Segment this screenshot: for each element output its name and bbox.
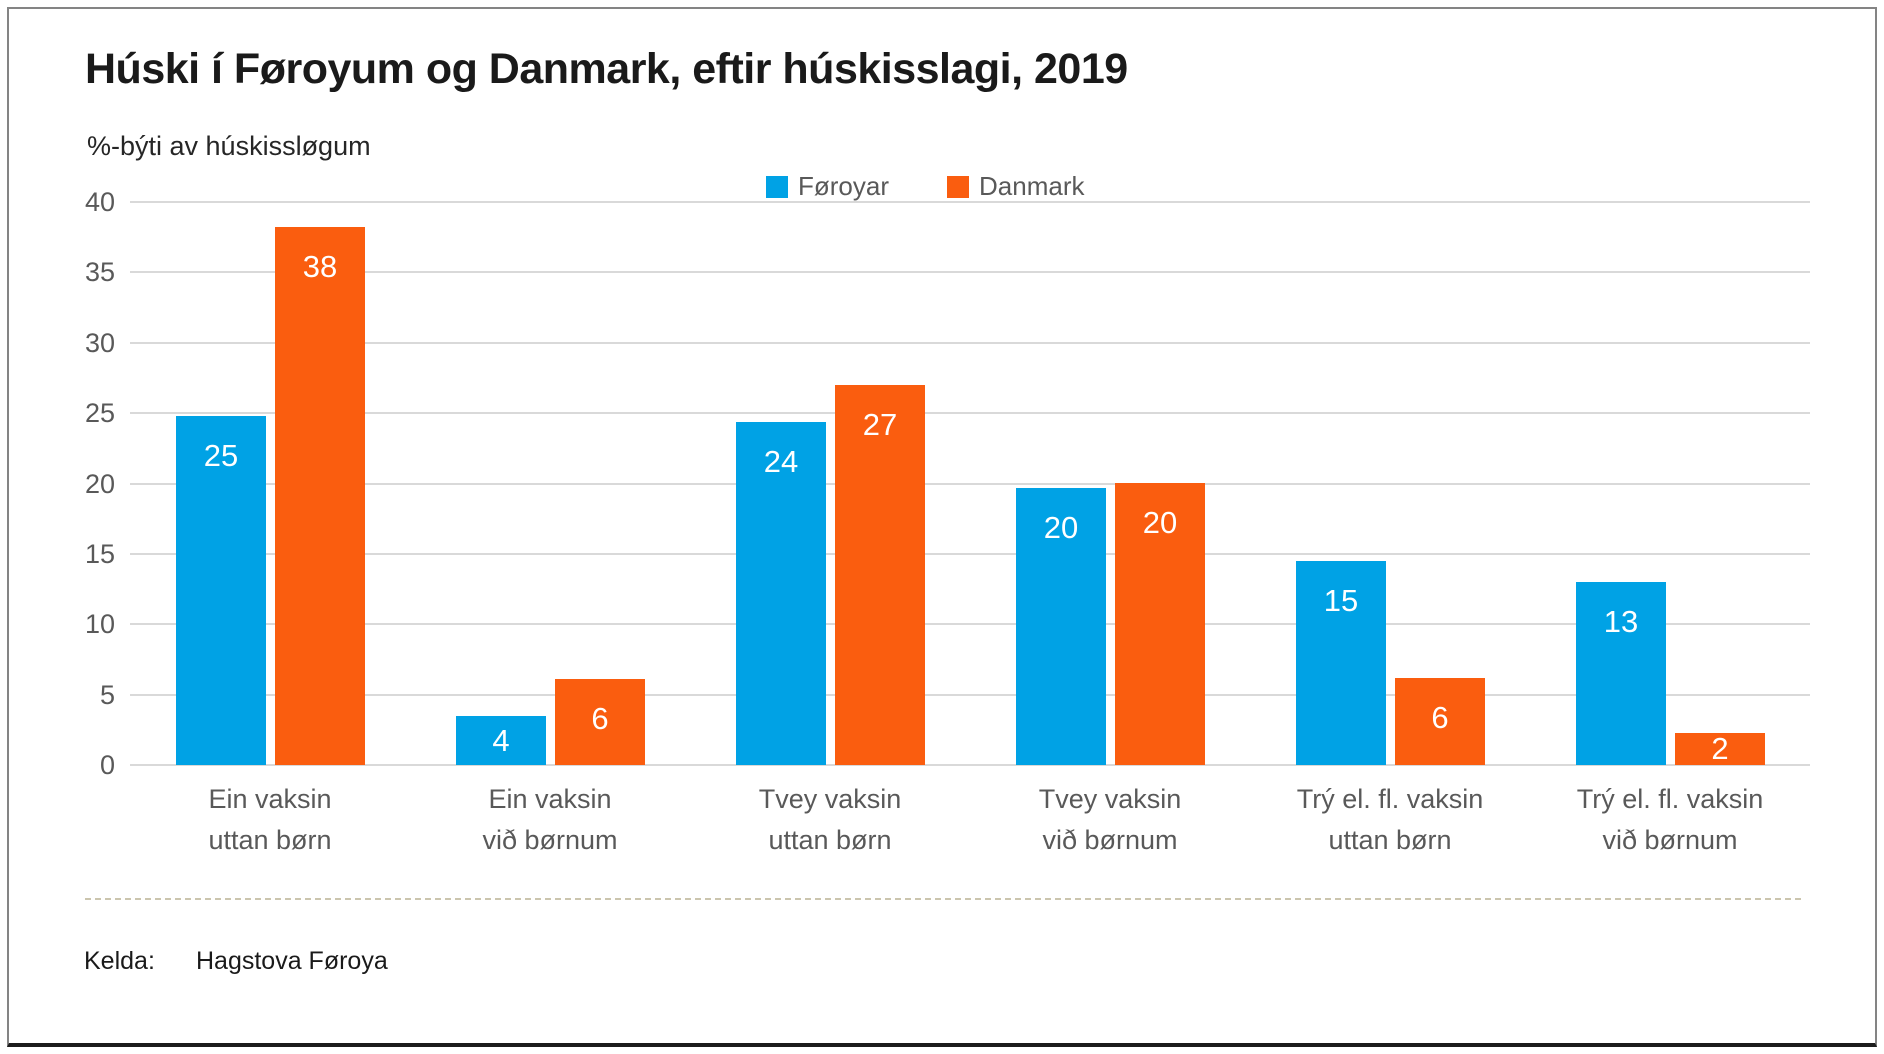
bar-value-label: 20	[1142, 505, 1178, 540]
bar-danmark-3: 27	[835, 385, 925, 765]
y-axis-label: 30	[84, 327, 115, 358]
bar-value-label: 6	[591, 701, 609, 736]
x-axis-label-line: Ein vaksin	[488, 784, 612, 814]
x-axis-label-line: Tvey vaksin	[758, 784, 902, 814]
bar-value-label: 13	[1603, 604, 1639, 639]
x-axis-label: Tvey vaksin við børnum	[960, 779, 1260, 860]
bar-value-label: 15	[1323, 583, 1359, 618]
x-axis-label-line: Ein vaksin	[208, 784, 332, 814]
gridline	[130, 341, 1810, 344]
chart-frame: Húski í Føroyum og Danmark, eftir húskis…	[7, 7, 1877, 1047]
bar-føroyar-5: 15	[1296, 561, 1386, 765]
x-axis-label-line: uttan børn	[768, 824, 892, 855]
gridline	[130, 412, 1810, 415]
bar-danmark-5: 6	[1395, 678, 1485, 765]
x-axis-label-line: Trý el. fl. vaksin	[1296, 784, 1484, 814]
bar-føroyar-2: 4	[456, 716, 546, 765]
y-axis-label: 20	[84, 468, 115, 499]
bar-value-label: 24	[763, 444, 799, 479]
gridline	[130, 623, 1810, 626]
legend-swatch-icon	[947, 175, 969, 198]
gridline	[130, 271, 1810, 274]
plot-area: 25 38 Ein vaksin uttan børn 4 6 Ein vaksin við …	[130, 201, 1810, 855]
bar-danmark-1: 38	[275, 227, 365, 765]
bar-danmark-2: 6	[555, 679, 645, 765]
x-axis-label: Trý el. fl. vaksin uttan børn	[1240, 779, 1540, 860]
x-axis-label: Ein vaksin uttan børn	[120, 779, 420, 860]
legend-item-danmark: Danmark	[947, 171, 1084, 202]
bar-føroyar-3: 24	[736, 422, 826, 765]
x-axis-label-line: við børnum	[482, 824, 618, 855]
bar-value-label: 6	[1431, 700, 1449, 735]
legend: Føroyar Danmark	[766, 171, 1084, 202]
bar-føroyar-1: 25	[176, 416, 266, 765]
bar-value-label: 20	[1043, 510, 1079, 545]
y-axis-label: 5	[99, 679, 115, 710]
legend-label: Danmark	[979, 171, 1085, 201]
x-axis-label: Tvey vaksin uttan børn	[680, 779, 980, 860]
bar-danmark-6: 2	[1675, 733, 1765, 765]
gridline	[130, 693, 1810, 696]
bar-value-label: 38	[302, 249, 338, 284]
y-axis-label: 25	[84, 398, 115, 429]
source-value: Hagstova Føroya	[196, 947, 388, 975]
x-axis-label: Ein vaksin við børnum	[400, 779, 700, 860]
y-axis: 0 5 10 15 20 25 30 35 40	[37, 187, 115, 780]
y-axis-label: 15	[84, 538, 115, 569]
y-axis-label: 35	[84, 257, 115, 288]
x-axis-label-line: Trý el. fl. vaksin	[1576, 784, 1764, 814]
legend-label: Føroyar	[798, 171, 889, 201]
source-label: Kelda:	[84, 947, 155, 975]
bar-føroyar-4: 20	[1016, 488, 1106, 765]
legend-swatch-icon	[766, 175, 788, 198]
x-axis-label-line: uttan børn	[1328, 824, 1452, 855]
bar-value-label: 4	[492, 722, 510, 758]
bar-value-label: 27	[862, 407, 898, 442]
legend-item-føroyar: Føroyar	[766, 171, 889, 202]
bar-føroyar-6: 13	[1576, 582, 1666, 765]
y-axis-label: 10	[84, 609, 115, 640]
chart-title: Húski í Føroyum og Danmark, eftir húskis…	[85, 45, 1128, 93]
chart-subtitle: %-býti av húskissløgum	[87, 131, 371, 161]
y-axis-label: 40	[84, 187, 115, 217]
bar-value-label: 25	[203, 438, 239, 473]
x-axis-label-line: uttan børn	[208, 824, 332, 855]
x-axis-label-line: Tvey vaksin	[1038, 784, 1182, 814]
x-axis-label: Trý el. fl. vaksin við børnum	[1520, 779, 1820, 860]
x-axis-label-line: við børnum	[1042, 824, 1178, 855]
y-axis-label: 0	[99, 750, 115, 780]
x-axis-label-line: við børnum	[1602, 824, 1738, 855]
gridline	[130, 482, 1810, 485]
gridline	[130, 201, 1810, 203]
bar-danmark-4: 20	[1115, 483, 1205, 765]
gridline	[130, 764, 1810, 766]
bar-value-label: 2	[1711, 731, 1729, 766]
gridline	[130, 552, 1810, 555]
footer-divider	[85, 898, 1801, 900]
